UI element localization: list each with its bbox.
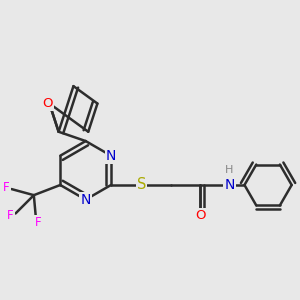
Text: H: H [225, 164, 234, 175]
Text: N: N [224, 178, 235, 192]
Text: N: N [80, 193, 91, 207]
Text: O: O [195, 208, 206, 222]
Text: O: O [42, 97, 53, 110]
Text: F: F [34, 216, 41, 229]
Text: N: N [106, 149, 116, 163]
Text: S: S [137, 178, 146, 193]
Text: F: F [7, 209, 14, 222]
Text: F: F [3, 181, 10, 194]
